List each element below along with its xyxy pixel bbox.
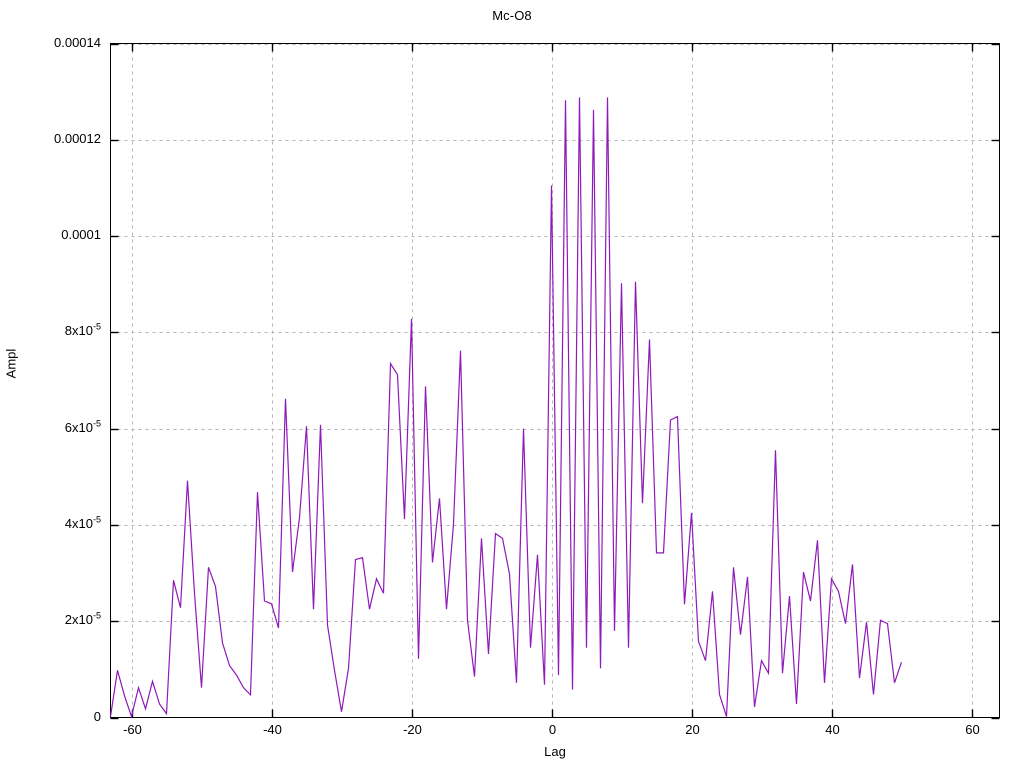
y-axis-tick-label: 0.00014 [54, 35, 101, 50]
x-axis-tick-label: -40 [263, 722, 282, 737]
data-series-line [109, 97, 903, 719]
x-axis-tick-label: 0 [548, 722, 557, 737]
y-axis-tick-label: 8x10-5 [64, 321, 101, 338]
x-axis-tick-label: -60 [123, 722, 142, 737]
gridlines [110, 43, 1000, 718]
x-axis-tick-label: 20 [685, 722, 700, 737]
chart-title: Mc-O8 [492, 8, 532, 23]
y-axis-tick-label: 4x10-5 [64, 514, 101, 531]
x-axis-tick-label: 60 [965, 722, 980, 737]
y-axis-tick-label: 0.00012 [54, 131, 101, 146]
y-axis-tick-label: 2x10-5 [64, 610, 101, 627]
axis-ticks [110, 43, 1000, 720]
x-axis-tick-label: 40 [825, 722, 840, 737]
y-axis-label: Ampl [3, 348, 19, 379]
x-axis-label: Lag [544, 744, 566, 759]
plot-frame [110, 43, 1000, 718]
x-axis-tick-label: -20 [403, 722, 422, 737]
y-axis-tick-label: 0 [93, 709, 101, 724]
y-axis-tick-label: 6x10-5 [64, 418, 101, 435]
y-axis-tick-label: 0.0001 [61, 227, 101, 242]
